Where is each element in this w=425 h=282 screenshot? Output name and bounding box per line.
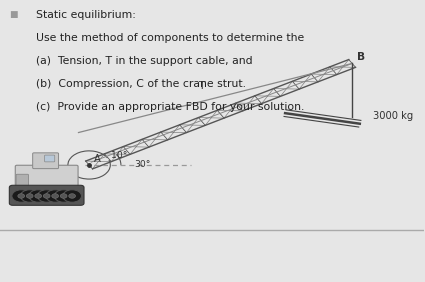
Circle shape <box>26 194 33 198</box>
Circle shape <box>43 194 50 198</box>
Text: 3000 kg: 3000 kg <box>373 111 414 121</box>
Circle shape <box>18 194 25 198</box>
FancyBboxPatch shape <box>15 165 78 190</box>
Circle shape <box>29 190 48 202</box>
Circle shape <box>69 194 76 198</box>
Circle shape <box>46 190 65 202</box>
Text: A: A <box>94 154 101 164</box>
Text: (b)  Compression, C of the crane strut.: (b) Compression, C of the crane strut. <box>36 79 246 89</box>
FancyBboxPatch shape <box>9 185 84 205</box>
FancyBboxPatch shape <box>16 190 78 201</box>
Text: 30°: 30° <box>134 160 151 169</box>
FancyBboxPatch shape <box>16 174 28 187</box>
Circle shape <box>63 190 82 202</box>
Circle shape <box>20 190 39 202</box>
Circle shape <box>12 190 31 202</box>
Text: (c)  Provide an appropriate FBD for your solution.: (c) Provide an appropriate FBD for your … <box>36 102 304 112</box>
Text: T: T <box>199 81 206 91</box>
Text: B: B <box>357 52 366 62</box>
Text: Static equilibrium:: Static equilibrium: <box>36 10 136 20</box>
Text: (a)  Tension, T in the support cable, and: (a) Tension, T in the support cable, and <box>36 56 253 66</box>
Text: ■: ■ <box>9 10 18 19</box>
Text: Use the method of components to determine the: Use the method of components to determin… <box>36 33 304 43</box>
Circle shape <box>52 194 59 198</box>
Circle shape <box>54 190 73 202</box>
Circle shape <box>35 194 42 198</box>
Circle shape <box>37 190 56 202</box>
Circle shape <box>60 194 67 198</box>
Text: 10°: 10° <box>111 151 128 160</box>
FancyBboxPatch shape <box>45 155 55 162</box>
FancyBboxPatch shape <box>33 153 59 169</box>
